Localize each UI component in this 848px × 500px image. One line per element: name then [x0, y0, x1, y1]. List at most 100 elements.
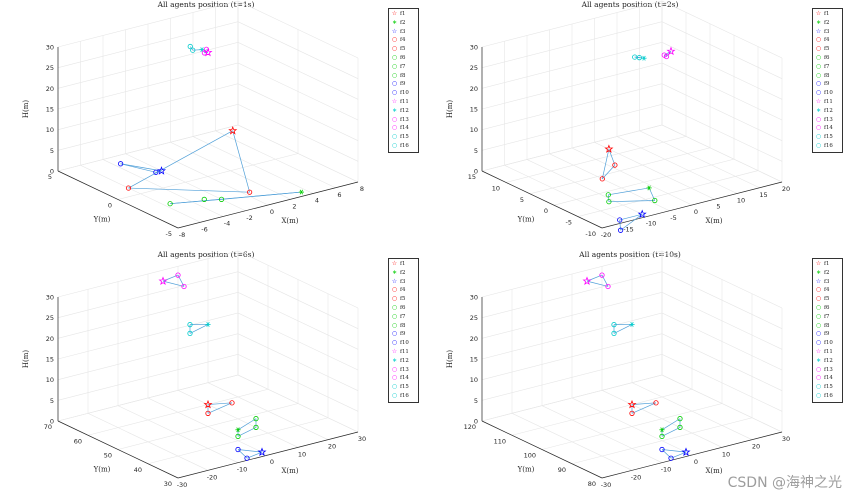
agent-marker-f16: [187, 330, 193, 337]
x-axis-label: X(m): [705, 217, 722, 225]
y-tick-label: 0: [108, 202, 112, 210]
legend-entry-f5: ○ f5: [389, 45, 418, 54]
legend-entry-f7: ○ f7: [389, 63, 418, 72]
agent-marker-f1: [203, 399, 213, 409]
legend-symbol: ○: [391, 339, 398, 347]
legend-symbol: ○: [391, 374, 398, 382]
legend-entry-f8: ○ f8: [389, 72, 418, 81]
agent-marker-f12: [629, 321, 635, 327]
agent-marker-f13: [181, 283, 187, 290]
legend-entry-f8: ○ f8: [813, 72, 842, 81]
y-tick-label: 5: [48, 173, 52, 181]
z-tick-label: 25: [46, 314, 54, 322]
grid-line-z: [481, 250, 783, 309]
legend-entry-f3: ☆ f3: [813, 278, 842, 287]
grid-line-z: [481, 333, 783, 391]
z-axis-label: H(m): [22, 350, 30, 368]
legend-entry-f12: ∗ f12: [813, 357, 842, 366]
legend-entry-f1: ☆ f1: [389, 260, 418, 269]
y-axis-label: Y(m): [517, 216, 535, 224]
z-tick-label: 30: [470, 44, 478, 52]
legend-symbol: ○: [391, 295, 398, 303]
legend-label: f1: [824, 261, 830, 267]
legend-entry-f11: ☆ f11: [813, 98, 842, 107]
agent-marker-f1: [627, 399, 637, 409]
formation-link: [189, 324, 209, 334]
legend-label: f2: [400, 19, 406, 26]
z-tick-label: 20: [46, 85, 54, 93]
legend-entry-f6: ○ f6: [813, 54, 842, 63]
legend-entry-f16: ○ f16: [389, 142, 418, 151]
formation-link: [613, 324, 633, 334]
legend-label: f5: [400, 296, 406, 303]
formation-link: [162, 280, 185, 287]
grid-line-x: [481, 47, 603, 229]
agent-marker-f2: [646, 185, 652, 191]
legend-label: f16: [824, 392, 833, 399]
agent-marker-f8: [652, 197, 658, 204]
agent-marker-f9: [244, 455, 250, 461]
x-tick-label: 30: [358, 435, 366, 443]
legend-entry-f12: ∗ f12: [389, 357, 418, 366]
legend-symbol: ○: [815, 321, 822, 329]
legend-label: f12: [824, 357, 833, 364]
agent-marker-f4: [599, 176, 605, 182]
grid-line-z: [57, 42, 359, 100]
z-tick-label: 30: [46, 294, 54, 302]
grid-line-z: [481, 354, 783, 412]
z-tick-label: 10: [470, 376, 478, 384]
legend-entry-f13: ○ f13: [389, 366, 418, 375]
agent-marker-f8: [677, 416, 683, 422]
legend: ☆ f1 ∗ f2 ☆ f3 ○ f4 ○ f5 ○ f6 ○ f7 ○ f8 ○ f9 ○ f10 ☆ f11 ∗ f12 ○…: [388, 258, 419, 403]
agent-marker-f10: [153, 169, 159, 175]
x-axis-label: X(m): [281, 217, 298, 225]
y-tick-label: -5: [166, 230, 172, 238]
legend-symbol: ∗: [815, 356, 822, 364]
legend-entry-f2: ∗ f2: [389, 19, 418, 28]
legend-symbol: ☆: [815, 347, 822, 355]
y-tick-label: 80: [588, 480, 596, 488]
grid-line-z: [57, 292, 359, 350]
legend-label: f12: [400, 107, 409, 114]
formation-link: [237, 427, 257, 437]
legend-entry-f10: ○ f10: [813, 339, 842, 348]
legend-entry-f13: ○ f13: [389, 116, 418, 125]
legend-label: f10: [824, 90, 833, 97]
legend-label: f10: [824, 340, 833, 347]
z-tick-label: 15: [46, 106, 54, 114]
legend-entry-f9: ○ f9: [813, 80, 842, 89]
legend-entry-f3: ☆ f3: [389, 278, 418, 287]
x-tick-label: -6: [201, 225, 207, 233]
agent-marker-f14: [175, 272, 181, 278]
z-axis-label: H(m): [22, 100, 30, 118]
agent-marker-f2: [235, 427, 241, 433]
z-axis-label: H(m): [446, 350, 454, 368]
legend-symbol: ○: [391, 80, 398, 88]
legend-label: f8: [400, 322, 406, 329]
x-tick-label: -30: [177, 481, 188, 489]
grid-line-z: [57, 374, 359, 433]
y-tick-label: 100: [524, 452, 536, 460]
grid-line-z: [57, 312, 359, 371]
legend-entry-f7: ○ f7: [389, 313, 418, 322]
grid-line-z: [481, 62, 783, 121]
x-tick-label: 20: [752, 443, 760, 451]
x-tick-label: 20: [328, 443, 336, 451]
agent-marker-f7: [253, 424, 259, 430]
agent-marker-f4: [125, 185, 132, 191]
x-tick-label: 2: [292, 202, 296, 210]
agent-marker-f13: [605, 283, 611, 290]
legend-symbol: ○: [815, 36, 822, 44]
legend-entry-f16: ○ f16: [813, 392, 842, 401]
agent-marker-f2: [298, 189, 304, 195]
legend-entry-f8: ○ f8: [389, 322, 418, 331]
grid-line-x: [639, 6, 760, 189]
legend-symbol: ∗: [391, 106, 398, 114]
grid-line-y: [577, 46, 759, 217]
z-tick-label: 15: [46, 356, 54, 364]
legend: ☆ f1 ∗ f2 ☆ f3 ○ f4 ○ f5 ○ f6 ○ f7 ○ f8 ○ f9 ○ f10 ☆ f11 ∗ f12 ○…: [812, 8, 843, 153]
agent-marker-f16: [187, 43, 193, 50]
subplot-title: All agents position (t=2s): [581, 0, 679, 9]
legend-symbol: ∗: [391, 18, 398, 26]
legend-symbol: ☆: [391, 27, 398, 35]
